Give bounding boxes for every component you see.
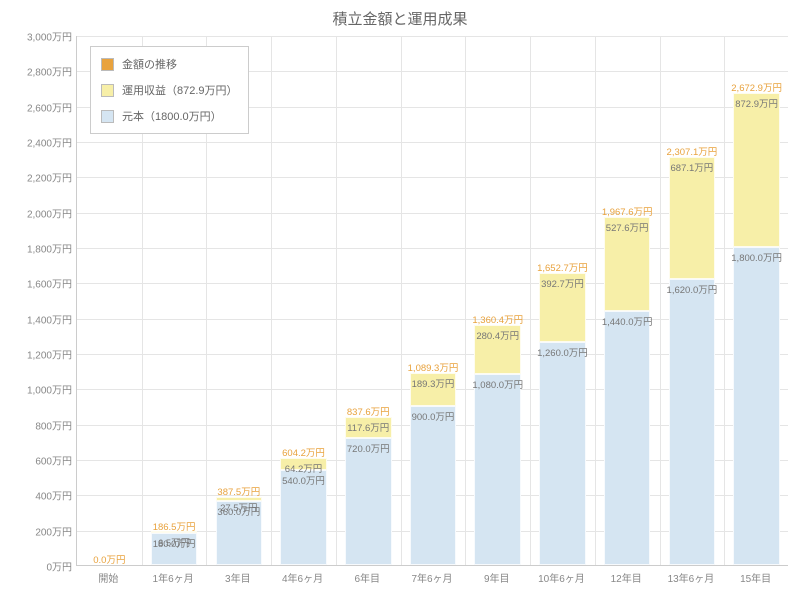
gridline-vertical bbox=[465, 36, 466, 565]
y-axis-tick-label: 1,200万円 bbox=[12, 347, 72, 362]
legend-swatch-transition bbox=[101, 58, 114, 71]
bar-profit-label: 117.6万円 bbox=[347, 420, 389, 434]
gridline-vertical bbox=[336, 36, 337, 565]
y-axis-tick-label: 0万円 bbox=[12, 559, 72, 574]
bar-principal-label: 900.0万円 bbox=[412, 409, 455, 423]
bar-profit-label: 687.1万円 bbox=[671, 160, 714, 174]
y-axis-tick-label: 600万円 bbox=[12, 453, 72, 468]
bar-segment-principal bbox=[410, 406, 457, 565]
legend-label: 運用収益（872.9万円） bbox=[122, 82, 238, 98]
bar-profit-label: 872.9万円 bbox=[735, 96, 778, 110]
y-axis-tick-label: 2,600万円 bbox=[12, 99, 72, 114]
legend-item: 元本（1800.0万円） bbox=[99, 103, 240, 129]
bar-principal-label: 1,080.0万円 bbox=[472, 377, 523, 391]
bar-segment-profit bbox=[733, 93, 780, 247]
gridline-vertical bbox=[401, 36, 402, 565]
bar-principal-label: 1,440.0万円 bbox=[602, 314, 653, 328]
bar-segment-principal bbox=[345, 438, 392, 565]
y-axis-tick-label: 2,800万円 bbox=[12, 64, 72, 79]
bar-segment-profit bbox=[669, 157, 716, 278]
x-axis-tick-label: 開始 bbox=[98, 570, 118, 585]
bar-total-label: 2,307.1万円 bbox=[667, 144, 718, 158]
y-axis-tick-label: 1,000万円 bbox=[12, 382, 72, 397]
y-axis-tick-label: 800万円 bbox=[12, 417, 72, 432]
legend-label: 元本（1800.0万円） bbox=[122, 108, 222, 124]
legend: 金額の推移 運用収益（872.9万円） 元本（1800.0万円） bbox=[90, 46, 249, 134]
bar-segment-principal bbox=[733, 247, 780, 565]
x-axis-tick-label: 12年目 bbox=[611, 570, 642, 585]
bar-profit-label: 527.6万円 bbox=[606, 220, 649, 234]
bar-principal-label: 1,620.0万円 bbox=[667, 282, 718, 296]
bar-principal-label: 1,800.0万円 bbox=[731, 250, 782, 264]
y-axis-tick-label: 2,200万円 bbox=[12, 170, 72, 185]
y-axis-tick-label: 400万円 bbox=[12, 488, 72, 503]
bar-segment-principal bbox=[604, 311, 651, 565]
bar-segment-principal bbox=[474, 374, 521, 565]
legend-swatch-principal bbox=[101, 110, 114, 123]
gridline-horizontal bbox=[77, 36, 788, 37]
y-axis-tick-label: 200万円 bbox=[12, 523, 72, 538]
legend-item: 金額の推移 bbox=[99, 51, 240, 77]
x-axis-tick-label: 6年目 bbox=[354, 570, 380, 585]
chart-container: 積立金額と運用成果 0.0万円186.5万円6.5万円180.0万円387.5万… bbox=[0, 0, 800, 601]
bar-total-label: 186.5万円 bbox=[153, 519, 196, 533]
bar-segment-principal bbox=[669, 279, 716, 565]
x-axis-tick-label: 7年6ヶ月 bbox=[411, 570, 452, 585]
bar-profit-label: 280.4万円 bbox=[476, 328, 519, 342]
legend-swatch-profit bbox=[101, 84, 114, 97]
bar-total-label: 1,652.7万円 bbox=[537, 260, 588, 274]
legend-label: 金額の推移 bbox=[122, 56, 177, 72]
gridline-vertical bbox=[595, 36, 596, 565]
gridline-vertical bbox=[660, 36, 661, 565]
bar-total-label: 2,672.9万円 bbox=[731, 80, 782, 94]
y-axis-tick-label: 3,000万円 bbox=[12, 29, 72, 44]
bar-principal-label: 180.0万円 bbox=[153, 536, 196, 550]
gridline-vertical bbox=[530, 36, 531, 565]
bar-total-label: 1,089.3万円 bbox=[408, 360, 459, 374]
bar-principal-label: 360.0万円 bbox=[217, 504, 260, 518]
x-axis-tick-label: 15年目 bbox=[740, 570, 771, 585]
x-axis-tick-label: 1年6ヶ月 bbox=[153, 570, 194, 585]
bar-principal-label: 720.0万円 bbox=[347, 441, 390, 455]
y-axis-tick-label: 1,600万円 bbox=[12, 276, 72, 291]
bar-principal-label: 1,260.0万円 bbox=[537, 345, 588, 359]
y-axis-tick-label: 2,000万円 bbox=[12, 205, 72, 220]
bar-total-label: 1,967.6万円 bbox=[602, 204, 653, 218]
bar-segment-principal bbox=[539, 342, 586, 565]
y-axis-tick-label: 1,800万円 bbox=[12, 241, 72, 256]
x-axis-tick-label: 3年目 bbox=[225, 570, 251, 585]
bar-total-label: 1,360.4万円 bbox=[472, 312, 523, 326]
bar-total-label: 604.2万円 bbox=[282, 445, 325, 459]
bar-principal-label: 540.0万円 bbox=[282, 473, 325, 487]
bar-total-label: 0.0万円 bbox=[93, 552, 125, 566]
gridline-vertical bbox=[724, 36, 725, 565]
bar-profit-label: 392.7万円 bbox=[541, 276, 584, 290]
bar-profit-label: 189.3万円 bbox=[412, 376, 455, 390]
bar-total-label: 387.5万円 bbox=[217, 484, 260, 498]
x-axis-tick-label: 4年6ヶ月 bbox=[282, 570, 323, 585]
gridline-horizontal bbox=[77, 142, 788, 143]
y-axis-tick-label: 1,400万円 bbox=[12, 311, 72, 326]
x-axis-tick-label: 10年6ヶ月 bbox=[538, 570, 585, 585]
y-axis-tick-label: 2,400万円 bbox=[12, 135, 72, 150]
x-axis-tick-label: 13年6ヶ月 bbox=[668, 570, 715, 585]
bar-total-label: 837.6万円 bbox=[347, 404, 390, 418]
legend-item: 運用収益（872.9万円） bbox=[99, 77, 240, 103]
gridline-vertical bbox=[271, 36, 272, 565]
chart-title: 積立金額と運用成果 bbox=[0, 0, 800, 29]
x-axis-tick-label: 9年目 bbox=[484, 570, 510, 585]
